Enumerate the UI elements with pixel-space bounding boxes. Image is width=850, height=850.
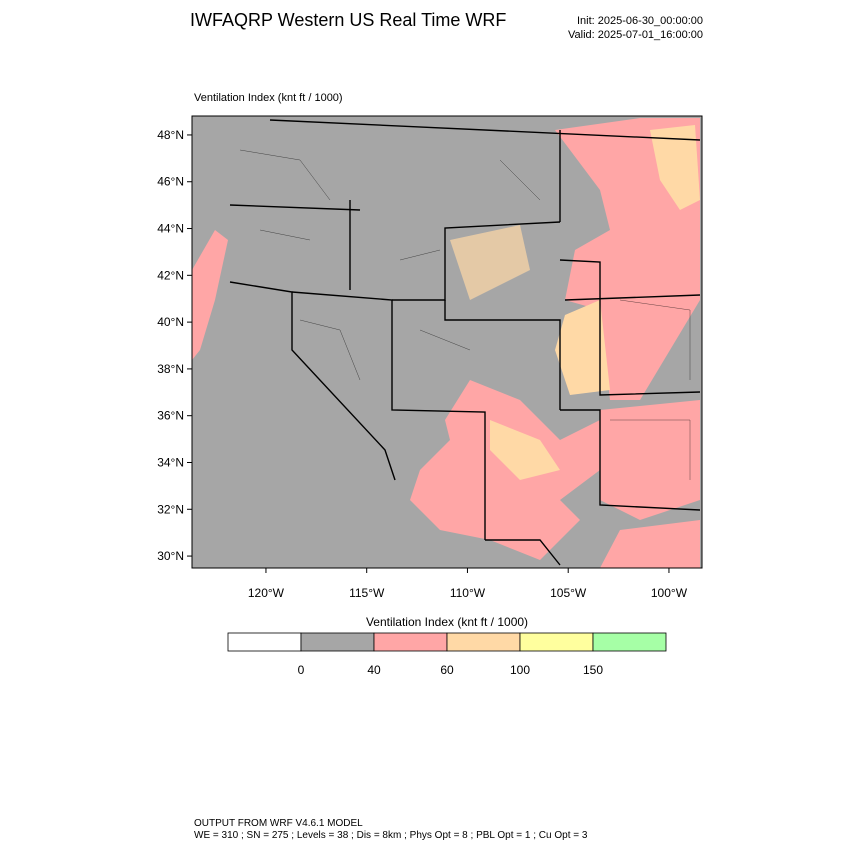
colorbar-label: 150: [583, 663, 603, 677]
shading: [650, 125, 700, 210]
shading: [600, 400, 700, 520]
colorbar-box: [519, 632, 594, 652]
lat-tick-label: 34°N: [157, 455, 184, 469]
footer-line: OUTPUT FROM WRF V4.6.1 MODEL: [194, 818, 363, 829]
shading: [600, 520, 700, 568]
map-label: Ventilation Index (knt ft / 1000): [194, 92, 343, 104]
lat-tick-label: 48°N: [157, 128, 184, 142]
colorbar-title: Ventilation Index (knt ft / 1000): [366, 615, 528, 629]
shading: [450, 225, 530, 300]
lat-tick-label: 38°N: [157, 362, 184, 376]
map: [191, 115, 703, 569]
shading: [490, 420, 560, 480]
colorbar-label: 40: [367, 663, 381, 677]
lat-tick-label: 40°N: [157, 315, 184, 329]
lon-tick-label: 120°W: [248, 586, 285, 600]
lat-tick-label: 42°N: [157, 268, 184, 282]
colorbar-label: 0: [298, 663, 305, 677]
footer-line: WE = 310 ; SN = 275 ; Levels = 38 ; Dis …: [194, 830, 588, 841]
lat-tick-label: 30°N: [157, 549, 184, 563]
colorbar-box: [446, 632, 521, 652]
ticks: 48°N 46°N 44°N 42°N 40°N 38°N 36°N 34°N 32°N 30°N…: [157, 128, 688, 600]
lat-tick-label: 32°N: [157, 502, 184, 516]
shading: [410, 380, 600, 560]
colorbar-box: [373, 632, 448, 652]
colorbar-label: 100: [510, 663, 530, 677]
title: IWFAQRP Western US Real Time WRF: [190, 10, 506, 30]
lon-tick-label: 110°W: [450, 586, 486, 600]
colorbar-box: [300, 632, 375, 652]
state-borders: [229, 119, 701, 566]
lat-tick-label: 36°N: [157, 409, 184, 423]
colorbar-box: [592, 632, 667, 652]
lon-tick-label: 115°W: [349, 586, 385, 600]
valid-time: Valid: 2025-07-01_16:00:00: [568, 29, 703, 41]
colorbar: 0 40 60 100 150: [227, 632, 667, 677]
colorbar-box: [227, 632, 302, 652]
shading: [192, 230, 228, 360]
lon-tick-label: 100°W: [651, 586, 688, 600]
shading: [555, 118, 700, 400]
county-borders: [239, 149, 691, 480]
colorbar-label: 60: [440, 663, 454, 677]
lat-tick-label: 46°N: [157, 175, 184, 189]
init-time: Init: 2025-06-30_00:00:00: [577, 15, 703, 27]
lat-tick-label: 44°N: [157, 222, 184, 236]
shading: [555, 300, 610, 395]
lon-tick-label: 105°W: [550, 586, 587, 600]
map-frame: [191, 115, 703, 569]
